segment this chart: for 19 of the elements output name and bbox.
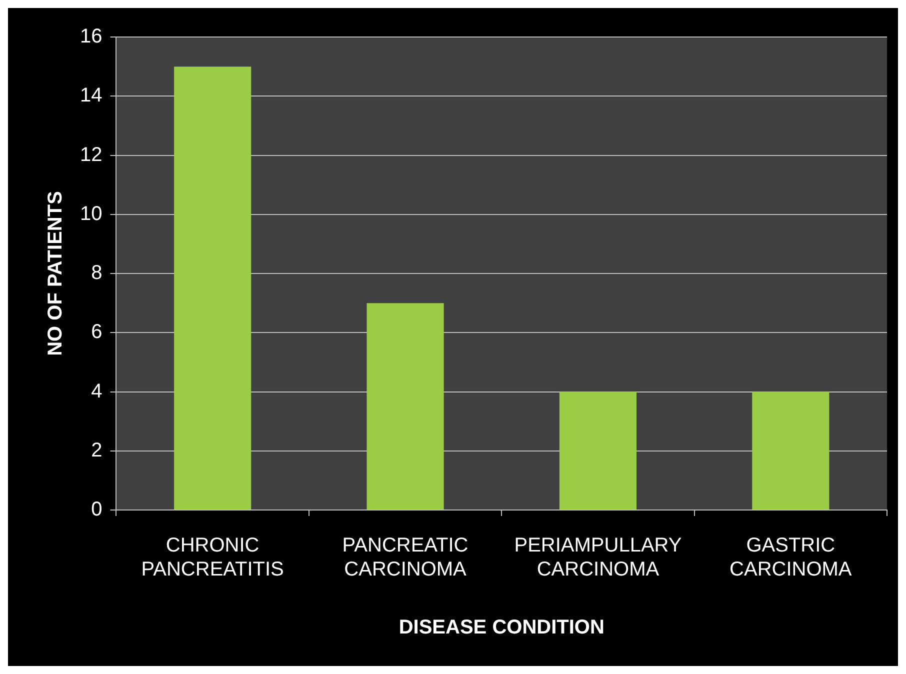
y-tick-label: 4: [91, 380, 102, 402]
bar: [752, 392, 830, 510]
y-tick-label: 6: [91, 321, 102, 344]
x-tick-label: PANCREATIC CARCINOMA: [342, 534, 468, 581]
bar: [559, 392, 637, 510]
y-tick-label: 16: [80, 26, 102, 48]
y-tick-label: 10: [80, 202, 102, 225]
y-tick-label: 2: [91, 439, 102, 462]
bar: [174, 66, 252, 510]
y-axis-title: NO OF PATIENTS: [44, 191, 67, 356]
y-tick-label: 12: [80, 144, 102, 166]
y-tick-label: 14: [80, 84, 102, 107]
x-tick-label: GASTRIC CARCINOMA: [730, 534, 852, 581]
y-tick-label: 8: [91, 262, 102, 284]
x-tick-label: PERIAMPULLARY CARCINOMA: [514, 534, 682, 581]
y-tick-label: 0: [91, 498, 102, 521]
bar: [366, 303, 444, 510]
x-tick-label: CHRONIC PANCREATITIS: [141, 534, 284, 581]
x-axis-title: DISEASE CONDITION: [398, 616, 604, 639]
